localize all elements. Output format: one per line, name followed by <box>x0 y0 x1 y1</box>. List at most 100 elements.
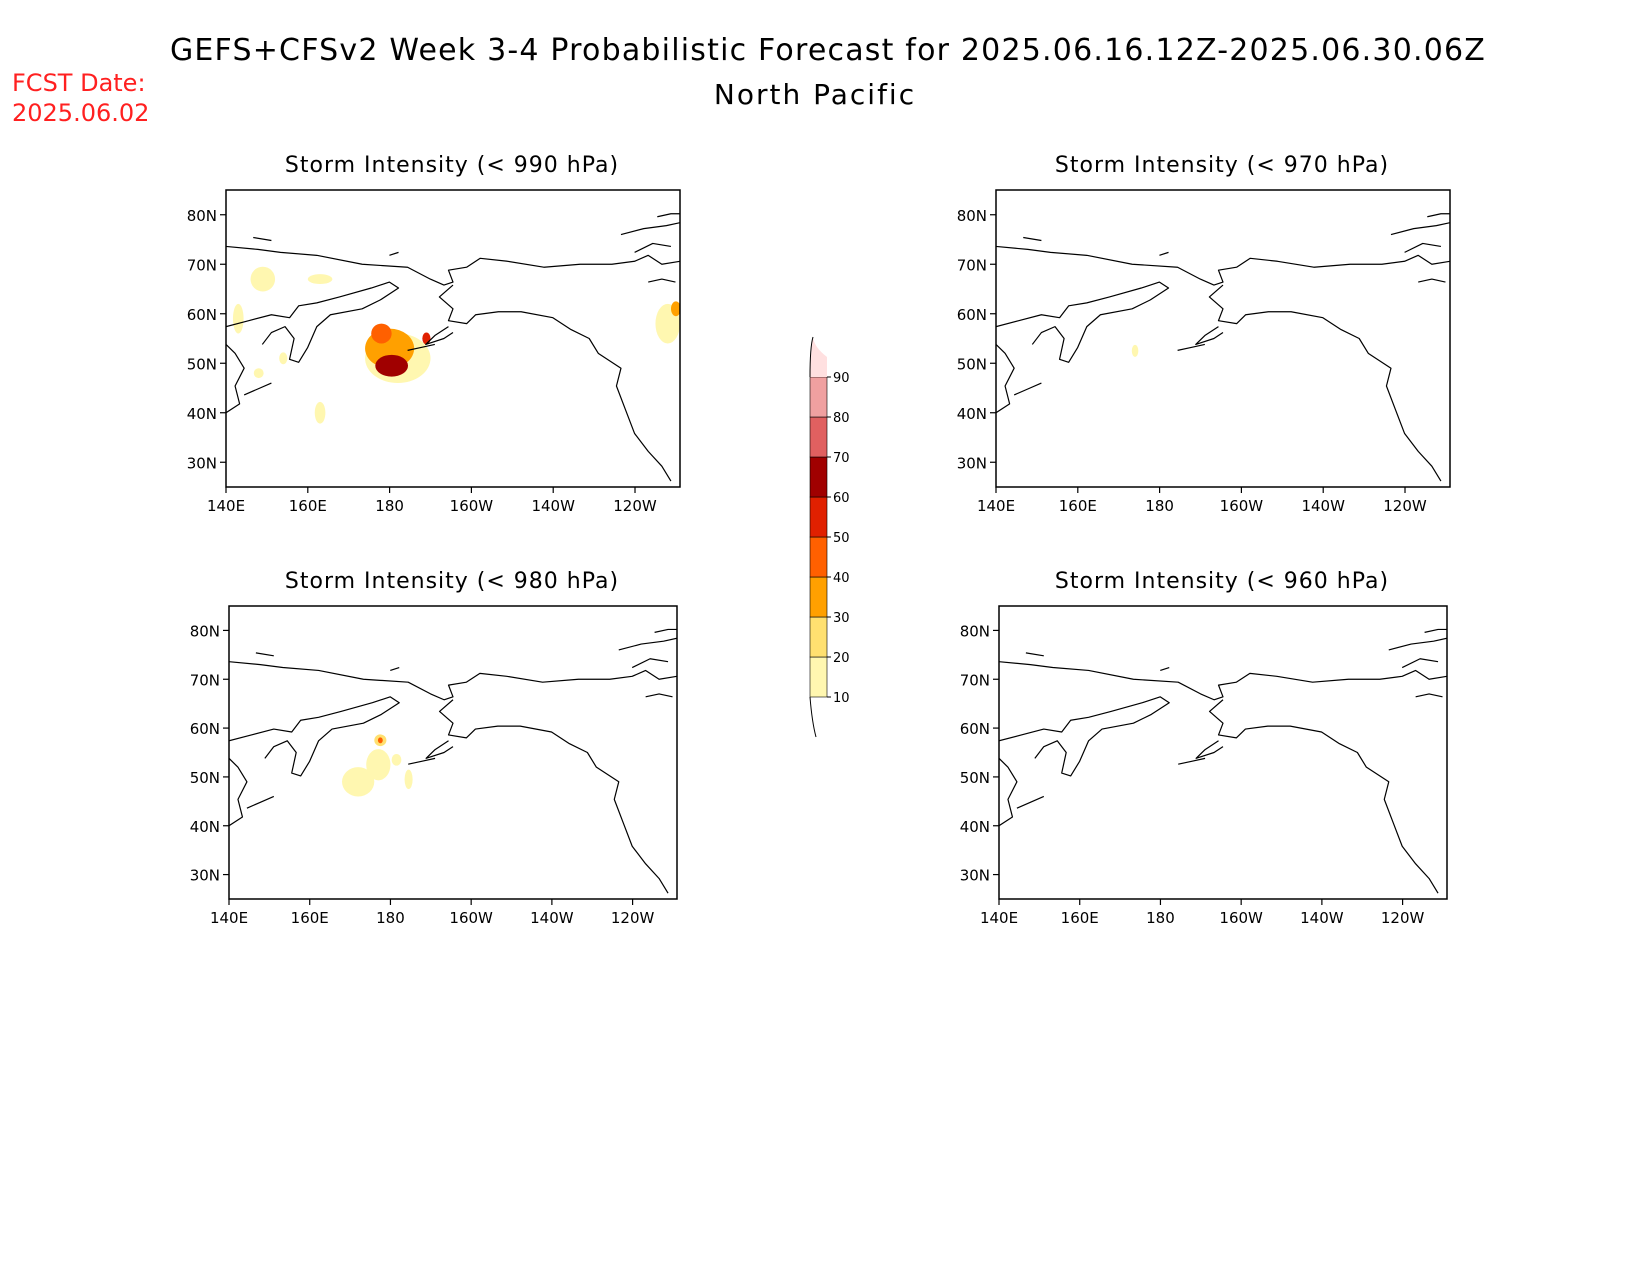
coastline <box>996 214 1450 481</box>
y-tick-label: 80N <box>187 207 217 225</box>
colorbar-swatch <box>809 536 828 578</box>
y-tick-label: 60N <box>960 720 990 738</box>
y-tick-label: 70N <box>957 256 987 274</box>
colorbar-swatch <box>809 416 828 458</box>
x-tick-label: 160W <box>450 497 494 515</box>
y-tick-label: 70N <box>187 256 217 274</box>
x-tick-label: 120W <box>1381 909 1425 927</box>
x-tick-label: 140W <box>531 497 575 515</box>
coastline <box>999 629 1447 893</box>
y-tick-label: 30N <box>187 454 217 472</box>
y-tick-label: 80N <box>957 207 987 225</box>
colorbar-top-taper <box>809 336 814 378</box>
plot-area <box>229 629 677 893</box>
y-tick-label: 30N <box>960 867 990 885</box>
probability-area <box>253 368 264 379</box>
x-tick-label: 140E <box>207 497 245 515</box>
figure-title: GEFS+CFSv2 Week 3-4 Probabilistic Foreca… <box>170 33 1486 68</box>
y-tick-label: 50N <box>957 355 987 373</box>
colorbar-swatch <box>809 376 828 418</box>
fcst-date-label: FCST Date: <box>12 69 146 97</box>
y-tick-label: 40N <box>190 818 220 836</box>
x-tick-label: 160E <box>1061 909 1099 927</box>
probability-area <box>371 323 392 344</box>
plot-area <box>226 214 680 481</box>
y-tick-label: 50N <box>960 769 990 787</box>
colorbar-swatch <box>809 656 828 698</box>
y-tick-label: 40N <box>957 405 987 423</box>
colorbar-label: 20 <box>833 651 850 666</box>
x-tick-label: 140W <box>530 909 574 927</box>
colorbar-label: 30 <box>833 611 850 626</box>
x-tick-label: 180 <box>1146 909 1175 927</box>
y-tick-label: 40N <box>960 818 990 836</box>
probability-area <box>342 767 375 797</box>
panel-storm-960: Storm Intensity (< 960 hPa) 140E 160E 180 1… <box>960 569 1448 927</box>
probability-area <box>366 749 391 781</box>
y-tick-label: 60N <box>187 306 217 324</box>
colorbar-label: 40 <box>833 571 850 586</box>
colorbar-swatch <box>810 337 827 377</box>
colorbar-label: 80 <box>833 411 850 426</box>
probability-area <box>422 332 431 345</box>
y-tick-label: 80N <box>190 622 220 640</box>
y-tick-label: 70N <box>960 671 990 689</box>
probability-area <box>671 301 680 317</box>
panel-title: Storm Intensity (< 980 hPa) <box>285 569 619 594</box>
colorbar-bottom-taper <box>809 696 817 738</box>
x-tick-label: 120W <box>611 909 655 927</box>
probability-area <box>404 769 413 790</box>
probability-area <box>307 274 333 285</box>
panel-storm-980: Storm Intensity (< 980 hPa) 140E 160E 180 1… <box>190 569 678 927</box>
probability-area <box>391 753 402 766</box>
figure-subtitle: North Pacific <box>714 78 916 111</box>
x-tick-label: 140E <box>977 497 1015 515</box>
map-frame <box>228 605 678 900</box>
x-tick-label: 140W <box>1300 909 1344 927</box>
x-tick-label: 120W <box>1383 497 1427 515</box>
x-tick-label: 120W <box>613 497 657 515</box>
probability-area <box>377 737 383 744</box>
colorbar-label: 10 <box>833 691 850 706</box>
plot-area <box>996 214 1450 481</box>
colorbar-label: 90 <box>833 371 850 386</box>
probability-area <box>375 354 409 377</box>
x-tick-label: 160W <box>1220 497 1264 515</box>
y-tick-label: 70N <box>190 671 220 689</box>
x-tick-label: 180 <box>375 497 404 515</box>
y-tick-label: 60N <box>190 720 220 738</box>
y-tick-label: 60N <box>957 306 987 324</box>
probability-area <box>232 303 244 334</box>
colorbar-swatch <box>809 456 828 498</box>
panel-storm-990: Storm Intensity (< 990 hPa) 140E 160E 180 1… <box>187 153 681 515</box>
probability-area <box>1131 344 1139 357</box>
x-tick-label: 160E <box>289 497 327 515</box>
plot-area <box>999 629 1447 893</box>
panel-title: Storm Intensity (< 990 hPa) <box>285 153 619 178</box>
fcst-date-value: 2025.06.02 <box>12 99 149 127</box>
y-tick-label: 40N <box>187 405 217 423</box>
coastline <box>229 629 677 893</box>
colorbar: 90 80 70 60 50 40 30 20 10 <box>809 336 850 738</box>
colorbar-swatch <box>809 496 828 538</box>
colorbar-label: 70 <box>833 451 850 466</box>
colorbar-swatch <box>809 616 828 658</box>
map-frame <box>998 605 1448 900</box>
x-tick-label: 180 <box>376 909 405 927</box>
x-tick-label: 160W <box>1219 909 1263 927</box>
x-tick-label: 140E <box>210 909 248 927</box>
panel-title: Storm Intensity (< 970 hPa) <box>1055 153 1389 178</box>
colorbar-label: 50 <box>833 531 850 546</box>
map-frame <box>225 189 681 488</box>
coastline <box>226 214 680 481</box>
x-tick-label: 160E <box>291 909 329 927</box>
y-tick-label: 30N <box>190 867 220 885</box>
x-tick-label: 140E <box>980 909 1018 927</box>
panel-storm-970: Storm Intensity (< 970 hPa) 140E 160E 180 1… <box>957 153 1451 515</box>
colorbar-swatch <box>809 576 828 618</box>
y-tick-label: 50N <box>187 355 217 373</box>
x-tick-label: 160W <box>449 909 493 927</box>
probability-area <box>314 401 326 424</box>
x-tick-label: 180 <box>1145 497 1174 515</box>
